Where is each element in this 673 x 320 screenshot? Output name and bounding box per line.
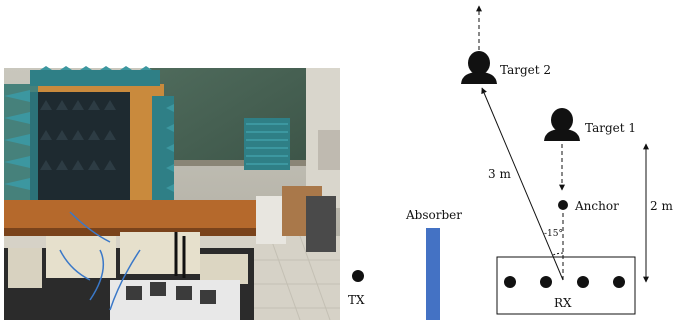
table [4,200,260,230]
rx-antenna [613,276,625,288]
rx-antenna [504,276,516,288]
rx-antenna [540,276,552,288]
anchor-point [558,200,568,210]
lab-photo [4,66,340,320]
rx-antenna [577,276,589,288]
absorber-label: Absorber [405,208,462,222]
rx-box [496,256,636,315]
angle-arc [552,252,564,256]
path-to-target2 [481,87,564,281]
scenario-diagram: Target 2 Target 1 Anchor RX -15° 3 m 2 m [348,5,673,320]
anechoic-chamber [4,66,290,220]
anchor-label: Anchor [574,199,619,213]
absorber-panel [426,228,440,320]
target1-label: Target 1 [585,121,636,135]
distance-2m-label: 2 m [650,199,673,213]
tx-point [352,270,364,282]
tx-label: TX [348,293,365,307]
rx-label: RX [554,296,572,310]
target1-person-icon [544,108,580,141]
angle-label: -15° [544,229,563,239]
target2-label: Target 2 [500,63,551,77]
target2-person-icon [461,51,497,84]
measurement-equipment [4,211,254,320]
distance-3m-label: 3 m [488,167,511,181]
